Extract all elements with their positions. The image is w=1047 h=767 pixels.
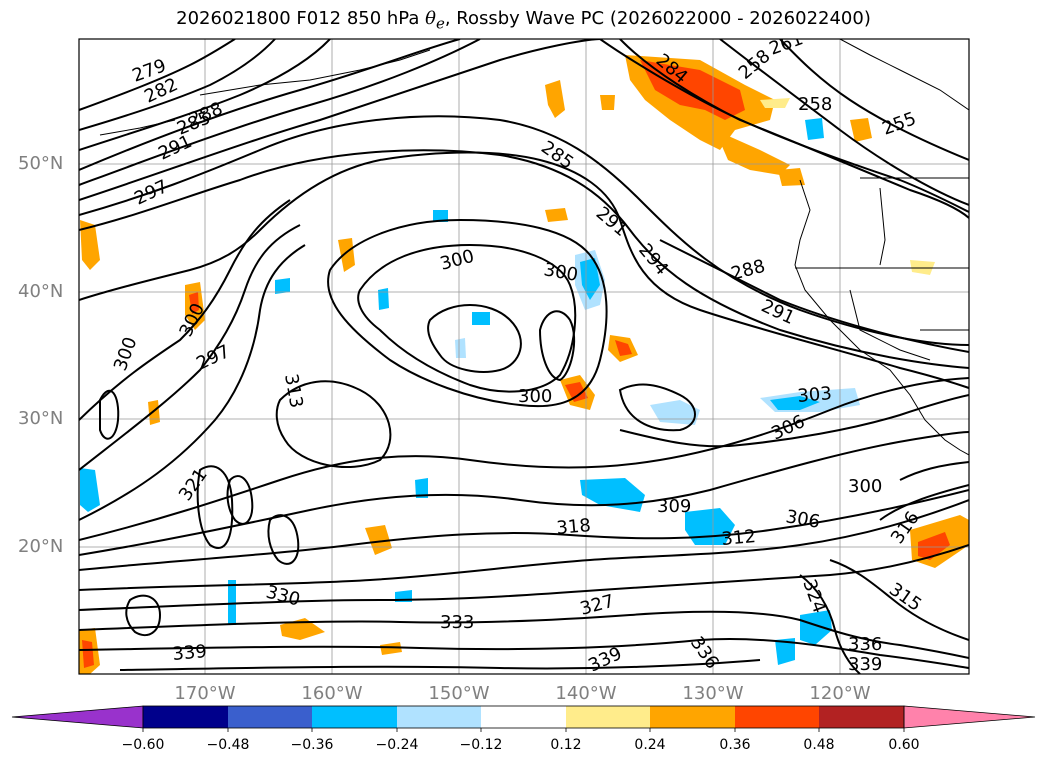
colorbar-tick-label: 0.12	[550, 737, 582, 753]
theta-e-contours	[79, 39, 969, 674]
contour-label: 300	[518, 386, 552, 407]
colorbar-segment	[143, 706, 228, 728]
colorbar-extend-min	[11, 705, 144, 729]
lat-label-50n: 50°N	[18, 153, 64, 174]
colorbar-segment	[735, 706, 819, 728]
contour-label: 333	[440, 612, 474, 633]
colorbar-tick-label: 0.60	[888, 737, 920, 753]
lat-label-30n: 30°N	[18, 408, 64, 429]
colorbar-tick-label: 0.24	[634, 737, 666, 753]
lat-label-40n: 40°N	[18, 281, 64, 302]
contour-label: 309	[657, 496, 691, 517]
colorbar-tick-label: 0.36	[719, 737, 751, 753]
lat-label-20n: 20°N	[18, 536, 64, 557]
colorbar-tick-label: 0.48	[803, 737, 835, 753]
colorbar-tick-label: −0.60	[121, 737, 165, 753]
contour-label: 258	[798, 94, 832, 115]
contour-label: 339	[848, 654, 882, 675]
colorbar-segment	[312, 706, 397, 728]
contour-label: 318	[556, 515, 592, 539]
colorbar-segment	[228, 706, 312, 728]
lon-label-140w: 140°W	[555, 683, 617, 704]
colorbar-tick-label: −0.36	[290, 737, 334, 753]
colorbar-segment	[397, 706, 481, 728]
colorbar-tick-label: −0.48	[206, 737, 250, 753]
colorbar-segment	[650, 706, 735, 728]
contour-label: 303	[797, 383, 833, 407]
lon-label-150w: 150°W	[428, 683, 490, 704]
colorbar-segment	[566, 706, 650, 728]
contour-label: 336	[848, 634, 882, 655]
colorbar	[11, 705, 1036, 732]
lon-label-120w: 120°W	[809, 683, 871, 704]
graticule	[79, 39, 969, 674]
colorbar-tick-label: −0.24	[375, 737, 419, 753]
map-title: 2026021800 F012 850 hPa θe, Rossby Wave …	[176, 8, 871, 33]
colorbar-extend-max	[903, 705, 1036, 729]
colorbar-segment	[819, 706, 904, 728]
coastlines	[99, 39, 969, 456]
contour-label: 312	[721, 526, 757, 550]
map-background	[79, 39, 969, 674]
lon-label-160w: 160°W	[301, 683, 363, 704]
contour-label: 339	[172, 641, 208, 665]
map-frame	[78, 38, 970, 675]
lon-label-170w: 170°W	[174, 683, 236, 704]
lon-label-130w: 130°W	[682, 683, 744, 704]
colorbar-segment	[481, 706, 566, 728]
contour-label: 300	[848, 476, 882, 497]
negative-anomaly-shading	[80, 118, 860, 665]
colorbar-tick-label: −0.12	[459, 737, 503, 753]
